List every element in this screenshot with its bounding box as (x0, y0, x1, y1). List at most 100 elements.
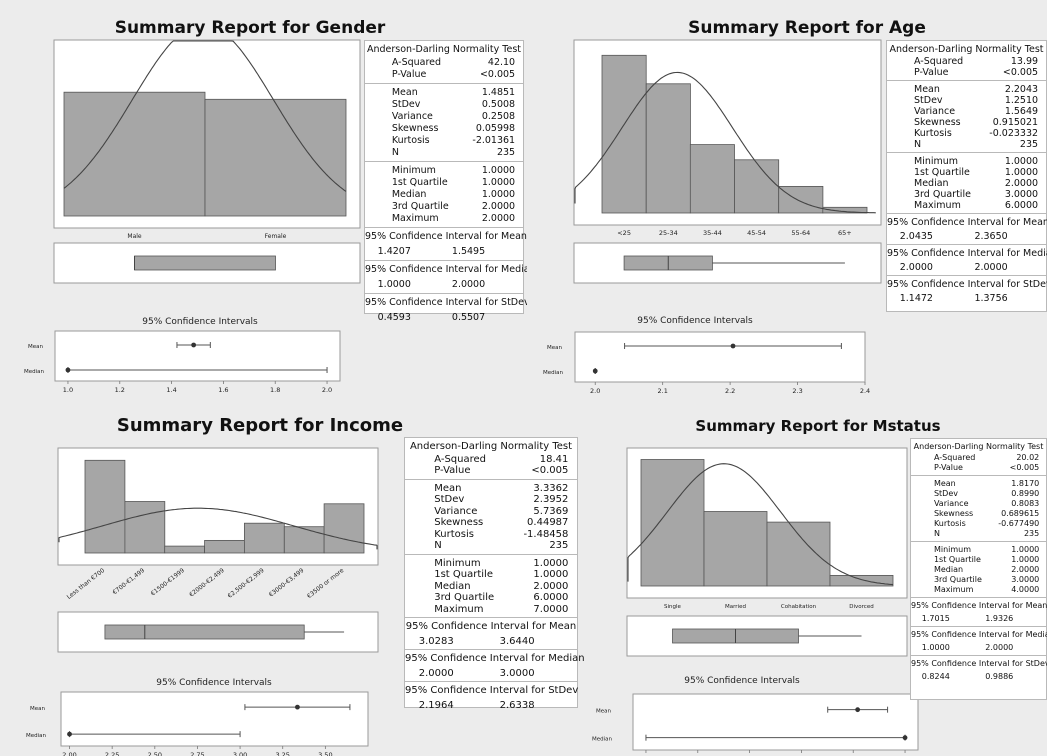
stat-row: Median 2.0000 (911, 565, 1046, 575)
stat-value: 2.0000 (1011, 565, 1040, 574)
stat-row: Median 2.0000 (887, 178, 1046, 189)
normality-test-title: Anderson-Darling Normality Test (409, 441, 573, 452)
stat-value: <0.005 (531, 465, 569, 476)
ci-upper-value: 0.9886 (985, 672, 1014, 681)
report-title: Summary Report for Gender (114, 18, 386, 38)
stat-row: Skewness 0.915021 (887, 117, 1046, 128)
stat-label: A-Squared (391, 57, 442, 68)
stat-label: P-Value (434, 465, 471, 476)
stat-row: Mean 2.2043 (887, 84, 1046, 95)
ci-axis-tick-label: 2.3 (792, 387, 802, 395)
stat-row: Kurtosis -2.01361 (365, 135, 523, 147)
confidence-interval-label: 95% Confidence Interval for Mean (887, 217, 1047, 228)
confidence-interval-values: 0.8244 0.9886 (911, 672, 1046, 682)
stat-label: Minimum (914, 156, 959, 167)
stat-label: StDev (933, 489, 958, 498)
category-tick-label: €1500-€1999 (150, 567, 186, 597)
confidence-interval-section: 95% Confidence Interval for Median 2.0000… (887, 244, 1047, 275)
stat-row: P-Value <0.005 (405, 465, 577, 477)
stat-label: 1st Quartile (434, 569, 493, 580)
stat-row: Variance 5.7369 (405, 506, 577, 518)
stat-label: Kurtosis (914, 128, 952, 139)
stat-value: 0.8990 (1011, 489, 1040, 498)
normality-test-title: Anderson-Darling Normality Test (913, 442, 1044, 451)
stat-label: Mean (391, 87, 418, 98)
normality-test-title: Anderson-Darling Normality Test (889, 44, 1044, 55)
ci-plot-title: 95% Confidence Intervals (156, 678, 272, 688)
category-tick-label: €700-€1,499 (111, 567, 146, 596)
stat-value: -1.48458 (523, 528, 569, 540)
report-panel-gender: Summary Report for Gender Male Female 95% … (0, 0, 527, 405)
stat-row: Median 1.0000 (365, 189, 523, 201)
stat-label: 3rd Quartile (434, 592, 495, 603)
stat-label: Maximum (914, 200, 961, 211)
stat-row: A-Squared 18.41 (405, 454, 577, 466)
histogram-bar (703, 511, 768, 587)
stat-label: Mean (914, 84, 940, 95)
stat-value: 235 (549, 540, 569, 551)
confidence-interval-section: 95% Confidence Interval for StDev 0.4593 0… (365, 293, 527, 326)
stat-label: StDev (391, 99, 421, 110)
confidence-interval-values: 1.7015 1.9326 (911, 614, 1046, 624)
ci-plot-frame (54, 330, 341, 382)
mean-point (855, 707, 861, 713)
confidence-interval-label: 95% Confidence Interval for StDev (911, 659, 1047, 668)
stat-value: 1.0000 (533, 557, 569, 569)
confidence-interval-label: 95% Confidence Interval for StDev (405, 685, 579, 696)
stat-row: Skewness 0.44987 (405, 517, 577, 529)
stat-row: StDev 0.5008 (365, 99, 523, 111)
ci-plot-frame (574, 331, 866, 383)
stat-label: A-Squared (933, 453, 976, 462)
confidence-interval-label: 95% Confidence Interval for StDev (887, 279, 1047, 290)
normal-curve (58, 507, 378, 550)
ci-lower-value: 3.0283 (418, 635, 454, 647)
median-point (902, 735, 908, 741)
ci-axis-tick-label: 2.4 (860, 387, 870, 395)
normality-section: A-Squared 18.41 P-Value <0.005 (405, 453, 577, 479)
stat-label: Mean (933, 479, 956, 488)
category-tick-label: 65+ (838, 229, 852, 237)
mean-point (295, 704, 300, 710)
stat-label: Minimum (933, 545, 972, 554)
histogram-bar (283, 526, 325, 554)
ci-upper-value: 2.3650 (974, 231, 1008, 242)
category-tick-label: 35-44 (703, 229, 722, 237)
quantiles-section: Minimum 1.0000 1st Quartile 1.0000 Median 2.0… (887, 152, 1046, 213)
confidence-interval-label: 95% Confidence Interval for Mean (911, 601, 1047, 610)
stat-row: Mean 3.3362 (405, 483, 577, 495)
ci-axis-tick-label: 3.25 (275, 751, 289, 756)
ci-mean-label: Mean (30, 706, 45, 712)
stats-table: Anderson-Darling Normality Test A-Squared… (910, 438, 1047, 700)
stat-value: 1.4851 (481, 87, 516, 98)
stat-label: N (914, 139, 922, 150)
stat-row: P-Value <0.005 (911, 463, 1046, 473)
confidence-interval-label: 95% Confidence Interval for Mean (405, 621, 577, 632)
stat-row: StDev 2.3952 (405, 494, 577, 506)
stat-value: 2.0000 (481, 213, 516, 224)
ci-lower-value: 0.8244 (921, 672, 950, 681)
stat-value: <0.005 (479, 69, 516, 80)
ci-axis-tick-label: 3.50 (318, 751, 332, 756)
stat-label: Kurtosis (434, 528, 474, 540)
boxplot-box (134, 255, 276, 271)
stat-value: 235 (1023, 529, 1040, 538)
stat-label: Median (914, 178, 949, 189)
category-tick-label: €3000-€3,499 (268, 567, 306, 599)
stat-value: 7.0000 (533, 603, 569, 615)
stat-value: 13.99 (1010, 56, 1039, 67)
stat-row: N 235 (911, 529, 1046, 539)
stat-row: 1st Quartile 1.0000 (365, 177, 523, 189)
histogram-bar (323, 503, 365, 554)
ci-upper-value: 0.5507 (451, 312, 486, 323)
normality-section: A-Squared 13.99 P-Value <0.005 (887, 55, 1046, 80)
stat-value: 1.0000 (481, 177, 516, 188)
stat-value: 42.10 (487, 57, 516, 68)
ci-plot-title: 95% Confidence Intervals (637, 316, 753, 326)
stat-value: 4.0000 (1011, 585, 1040, 594)
confidence-interval-section: 95% Confidence Interval for StDev 0.8244 0… (911, 655, 1047, 684)
ci-upper-value: 1.3756 (974, 293, 1008, 304)
category-tick-label: Less than €700 (66, 567, 107, 601)
stat-row: Skewness 0.689615 (911, 509, 1046, 519)
quantiles-section: Minimum 1.0000 1st Quartile 1.0000 Median 2.0… (911, 541, 1046, 597)
ci-axis-tick-label: 3.00 (233, 751, 247, 756)
